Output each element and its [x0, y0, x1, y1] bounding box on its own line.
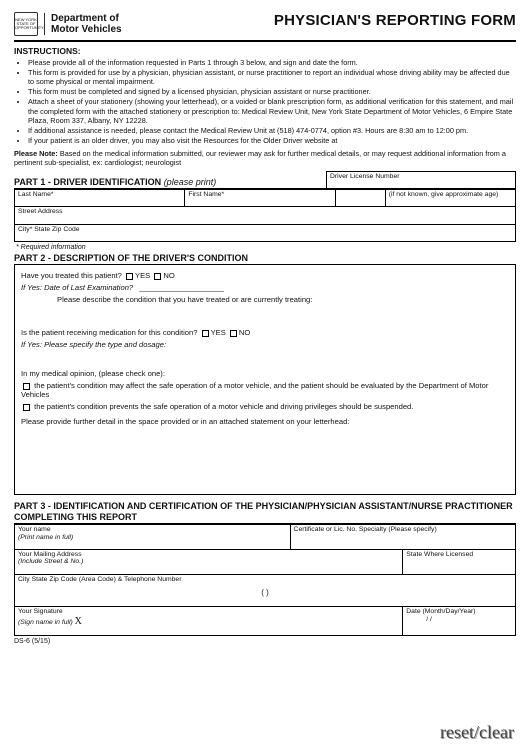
certificate-field[interactable]: Certificate or Lic. No. Specialty (Pleas…: [290, 525, 515, 550]
part3-table: Your name (Print name in full) Certifica…: [14, 524, 516, 636]
name-label: Your name: [18, 526, 51, 533]
note-label: Please Note:: [14, 149, 58, 158]
if-yes-date: If Yes: Date of Last Examination? ______…: [21, 283, 509, 292]
no-checkbox[interactable]: [154, 273, 161, 280]
q-med-text: Is the patient receiving medication for …: [21, 328, 197, 337]
department-name: Department of Motor Vehicles: [44, 13, 122, 35]
opt2-checkbox[interactable]: [23, 404, 30, 411]
cert-label: Certificate or Lic. No. Specialty (Pleas…: [294, 526, 437, 533]
part1-heading: PART 1 - DRIVER IDENTIFICATION (please p…: [14, 177, 326, 189]
instructions-label: INSTRUCTIONS:: [14, 46, 516, 56]
part1-hint: (please print): [164, 177, 217, 187]
yes-checkbox-med[interactable]: [202, 330, 209, 337]
city-state-zip-field[interactable]: City* State Zip Code: [15, 224, 516, 241]
yes-label-med: YES: [211, 328, 226, 337]
q-treated-text: Have you treated this patient?: [21, 271, 122, 280]
if-yes-date-text: If Yes: Date of Last Examination?: [21, 283, 133, 292]
form-title: PHYSICIAN'S REPORTING FORM: [274, 12, 516, 29]
mail-label: Your Mailing Address: [18, 551, 82, 558]
yes-checkbox[interactable]: [126, 273, 133, 280]
header: NEW YORK STATE OF OPPORTUNITY. Departmen…: [14, 12, 516, 42]
opt2-text: the patient's condition prevents the saf…: [34, 402, 413, 411]
name-hint: (Print name in full): [18, 534, 73, 541]
logo-block: NEW YORK STATE OF OPPORTUNITY. Departmen…: [14, 12, 122, 36]
date-sep: / /: [426, 616, 432, 623]
please-note: Please Note: Based on the medical inform…: [14, 149, 516, 167]
form-id: DS-6 (5/15): [14, 638, 516, 645]
date-label: Date (Month/Day/Year): [406, 608, 475, 615]
dept-line: Department of: [51, 13, 122, 24]
page: NEW YORK STATE OF OPPORTUNITY. Departmen…: [0, 0, 530, 749]
no-label-med: NO: [239, 328, 250, 337]
city-tel-field[interactable]: City State Zip Code (Area Code) & Teleph…: [15, 574, 516, 606]
yes-label: YES: [135, 271, 150, 280]
dept-line: Motor Vehicles: [51, 24, 122, 35]
state-licensed-field[interactable]: State Where Licensed: [403, 550, 516, 575]
opinion-opt2: the patient's condition prevents the saf…: [21, 402, 509, 411]
instruction-item: Please provide all of the information re…: [28, 58, 516, 67]
if-yes-med: If Yes: Please specify the type and dosa…: [21, 340, 509, 349]
no-checkbox-med[interactable]: [230, 330, 237, 337]
opinion-opt1: the patient's condition may affect the s…: [21, 381, 509, 399]
note-text: Based on the medical information submitt…: [14, 149, 506, 167]
signature-field[interactable]: Your Signature (Sign name in full) X: [15, 607, 403, 635]
instruction-item: This form is provided for use by a physi…: [28, 68, 516, 86]
instruction-item: If your patient is an older driver, you …: [28, 136, 516, 145]
part2-body: Have you treated this patient? YES NO If…: [14, 265, 516, 495]
citytel-label: City State Zip Code (Area Code) & Teleph…: [18, 576, 181, 583]
ny-state-logo: NEW YORK STATE OF OPPORTUNITY.: [14, 12, 38, 36]
blank-field[interactable]: [335, 189, 385, 206]
age-field[interactable]: (if not known, give approximate age): [385, 189, 515, 206]
instruction-item: This form must be completed and signed b…: [28, 87, 516, 96]
part1-title: PART 1 - DRIVER IDENTIFICATION: [14, 177, 161, 187]
badge-line: OPPORTUNITY.: [15, 26, 37, 30]
reset-clear-button[interactable]: reset/clear: [440, 722, 514, 743]
driver-license-field[interactable]: Driver License Number: [326, 171, 516, 189]
physician-name-field[interactable]: Your name (Print name in full): [15, 525, 291, 550]
further-detail: Please provide further detail in the spa…: [21, 417, 509, 426]
if-yes-med-text: If Yes: Please specify the type and dosa…: [21, 340, 166, 349]
opt1-checkbox[interactable]: [23, 383, 30, 390]
instructions-list: Please provide all of the information re…: [28, 58, 516, 145]
street-field[interactable]: Street Address: [15, 207, 516, 224]
phone-paren: ( ): [18, 589, 512, 598]
sig-label: Your Signature: [18, 608, 63, 615]
instruction-item: Attach a sheet of your stationery (showi…: [28, 97, 516, 124]
first-name-field[interactable]: First Name*: [185, 189, 335, 206]
q-treated: Have you treated this patient? YES NO: [21, 271, 509, 280]
date-field[interactable]: Date (Month/Day/Year) / /: [403, 607, 516, 635]
opt1-text: the patient's condition may affect the s…: [21, 381, 488, 399]
part1-table: Last Name* First Name* (if not known, gi…: [14, 189, 516, 242]
part1-heading-row: PART 1 - DRIVER IDENTIFICATION (please p…: [14, 171, 516, 189]
part2-heading: PART 2 - DESCRIPTION OF THE DRIVER'S CON…: [14, 253, 516, 265]
sig-hint: (Sign name in full): [18, 619, 73, 626]
opinion-intro: In my medical opinion, (please check one…: [21, 369, 509, 378]
q-medication: Is the patient receiving medication for …: [21, 328, 509, 337]
last-name-field[interactable]: Last Name*: [15, 189, 185, 206]
no-label: NO: [163, 271, 174, 280]
mailing-address-field[interactable]: Your Mailing Address (Include Street & N…: [15, 550, 403, 575]
instruction-item: If additional assistance is needed, plea…: [28, 126, 516, 135]
mail-hint: (Include Street & No.): [18, 558, 83, 565]
describe-condition: Please describe the condition that you h…: [57, 295, 509, 304]
signature-x: X: [75, 616, 82, 627]
required-note: * Required information: [16, 244, 516, 251]
part3-heading: PART 3 - IDENTIFICATION AND CERTIFICATIO…: [14, 501, 516, 524]
